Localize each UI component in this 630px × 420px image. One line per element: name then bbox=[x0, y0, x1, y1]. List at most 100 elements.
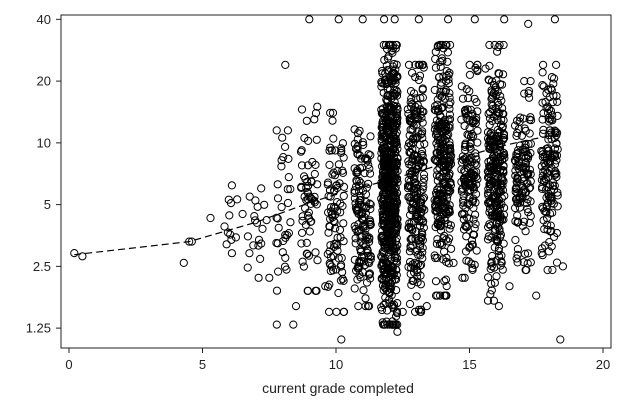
data-point bbox=[440, 156, 449, 165]
data-point bbox=[272, 320, 281, 329]
data-point bbox=[547, 115, 556, 124]
data-point bbox=[553, 97, 562, 107]
data-point bbox=[298, 212, 307, 221]
y-tick-label: 1.25 bbox=[26, 321, 51, 336]
data-point bbox=[350, 186, 359, 195]
data-point bbox=[512, 131, 521, 140]
data-point bbox=[420, 174, 429, 183]
data-point bbox=[539, 109, 548, 118]
data-point bbox=[227, 249, 236, 258]
data-point bbox=[446, 98, 455, 107]
data-point bbox=[433, 221, 443, 230]
data-point bbox=[332, 307, 341, 316]
data-point bbox=[392, 312, 401, 321]
data-point bbox=[311, 248, 320, 257]
data-point bbox=[553, 202, 562, 211]
data-point bbox=[513, 174, 522, 183]
data-point bbox=[333, 233, 342, 242]
data-point bbox=[385, 198, 394, 207]
data-point bbox=[464, 111, 473, 120]
data-point bbox=[544, 247, 554, 256]
data-point bbox=[383, 263, 392, 272]
data-point bbox=[496, 261, 505, 270]
data-point bbox=[445, 110, 454, 119]
data-point bbox=[377, 109, 386, 118]
data-point bbox=[513, 250, 522, 259]
data-point bbox=[366, 151, 375, 160]
data-point bbox=[438, 210, 447, 219]
data-point bbox=[526, 197, 535, 206]
data-point bbox=[298, 257, 307, 266]
data-point bbox=[311, 160, 320, 169]
data-point bbox=[326, 108, 335, 118]
data-point bbox=[311, 109, 321, 118]
data-point bbox=[256, 254, 265, 263]
data-point bbox=[353, 226, 362, 235]
data-point bbox=[484, 191, 493, 200]
data-point bbox=[405, 299, 415, 309]
data-point bbox=[390, 215, 399, 224]
data-point bbox=[392, 109, 402, 118]
data-point bbox=[278, 133, 287, 142]
data-point bbox=[485, 40, 494, 50]
data-point bbox=[488, 116, 497, 126]
data-point bbox=[553, 145, 562, 154]
data-point bbox=[392, 201, 401, 210]
data-point bbox=[520, 89, 529, 98]
data-point bbox=[515, 203, 525, 212]
data-point bbox=[382, 259, 391, 268]
data-point bbox=[366, 132, 375, 141]
data-point bbox=[78, 252, 87, 261]
data-point bbox=[406, 177, 415, 186]
data-point bbox=[522, 199, 531, 208]
data-point bbox=[257, 184, 266, 193]
data-point bbox=[490, 278, 499, 287]
data-point bbox=[457, 82, 466, 91]
data-point bbox=[382, 240, 391, 249]
data-point bbox=[487, 286, 496, 295]
data-point bbox=[458, 155, 468, 164]
data-point bbox=[546, 196, 556, 205]
data-point bbox=[538, 81, 547, 90]
data-point bbox=[328, 108, 338, 118]
data-point bbox=[258, 224, 267, 233]
data-point bbox=[493, 116, 502, 125]
data-point bbox=[437, 144, 446, 154]
data-point bbox=[471, 220, 480, 229]
data-point bbox=[286, 185, 295, 194]
data-point bbox=[382, 159, 391, 168]
data-point bbox=[494, 246, 503, 256]
data-point bbox=[408, 234, 417, 243]
data-point bbox=[385, 217, 394, 226]
data-point bbox=[469, 182, 478, 191]
data-point bbox=[387, 246, 397, 255]
data-point bbox=[326, 241, 335, 250]
data-point bbox=[484, 172, 493, 181]
data-point bbox=[488, 132, 497, 141]
data-point bbox=[274, 223, 283, 232]
data-point bbox=[391, 137, 401, 147]
data-point bbox=[418, 185, 427, 194]
data-point bbox=[323, 178, 333, 187]
data-point bbox=[494, 69, 503, 78]
data-point bbox=[358, 138, 367, 147]
data-point bbox=[303, 177, 312, 186]
data-point bbox=[350, 255, 359, 264]
data-point bbox=[513, 245, 523, 254]
data-point bbox=[358, 15, 367, 24]
data-point bbox=[303, 286, 313, 295]
data-point bbox=[386, 195, 395, 204]
data-point bbox=[544, 191, 553, 201]
data-point bbox=[491, 176, 500, 185]
data-point bbox=[510, 121, 520, 130]
data-point bbox=[390, 86, 399, 95]
data-point bbox=[277, 162, 286, 171]
data-point bbox=[445, 115, 455, 124]
data-point bbox=[417, 233, 426, 242]
data-point bbox=[459, 201, 468, 210]
data-point bbox=[383, 91, 392, 100]
data-point bbox=[313, 102, 322, 111]
data-point bbox=[350, 284, 359, 293]
data-point bbox=[222, 240, 231, 249]
